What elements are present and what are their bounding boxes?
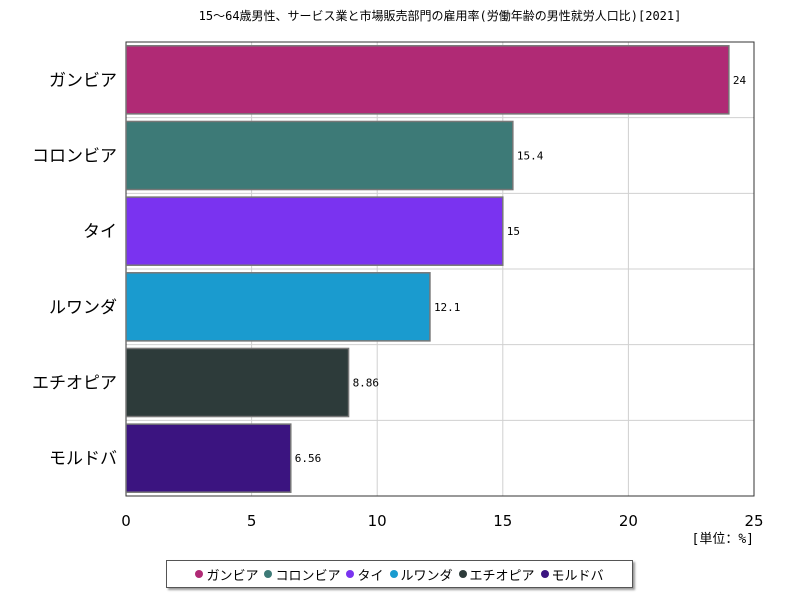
data-label: 15 xyxy=(507,225,520,238)
legend-swatch xyxy=(195,570,204,578)
bar xyxy=(125,423,292,493)
legend-label: ルワンダ xyxy=(400,568,453,584)
bars: 24 15.4 15 12.1 8.86 6.56 xyxy=(125,45,747,493)
bar xyxy=(125,196,504,266)
x-axis-ticks: 0 5 10 15 20 25 xyxy=(121,512,763,530)
legend-swatch xyxy=(389,570,398,578)
bar xyxy=(125,45,730,115)
category-label: エチオピア xyxy=(32,374,117,394)
data-label: 8.86 xyxy=(353,377,380,390)
legend-label: コロンビア xyxy=(275,568,341,584)
x-tick-label: 0 xyxy=(121,512,131,530)
x-tick-label: 25 xyxy=(744,512,763,530)
legend-label: タイ xyxy=(357,568,384,584)
legend-label: モルドバ xyxy=(551,568,604,584)
category-label: タイ xyxy=(83,222,117,242)
legend-item: コロンビア xyxy=(264,565,340,584)
data-label: 24 xyxy=(733,74,747,87)
chart-title: 15～64歳男性、サービス業と市場販売部門の雇用率(労働年齢の男性就労人口比)[… xyxy=(199,8,682,23)
legend-swatch xyxy=(458,570,467,578)
legend-item: ガンビア xyxy=(195,565,258,584)
data-label: 12.1 xyxy=(434,301,461,314)
legend-label: エチオピア xyxy=(469,568,535,584)
category-label: ガンビア xyxy=(49,71,117,91)
bar xyxy=(125,120,514,191)
x-tick-label: 10 xyxy=(368,512,387,530)
x-tick-label: 20 xyxy=(619,512,638,530)
category-label: ルワンダ xyxy=(49,298,117,318)
x-tick-label: 15 xyxy=(493,512,512,530)
legend-label: ガンビア xyxy=(206,568,259,584)
legend: ガンビア コロンビア タイ ルワンダ エチオピア モルドバ xyxy=(166,560,633,588)
x-tick-label: 5 xyxy=(247,512,257,530)
unit-label: [単位：%] xyxy=(692,531,754,547)
category-label: モルドバ xyxy=(49,449,117,469)
data-label: 6.56 xyxy=(295,452,322,465)
bar xyxy=(125,272,431,342)
legend-swatch xyxy=(540,570,549,578)
legend-item: エチオピア xyxy=(458,565,535,584)
plot-frame xyxy=(125,41,755,497)
bar xyxy=(125,347,350,418)
legend-item: タイ xyxy=(346,565,384,584)
legend-swatch xyxy=(346,570,355,578)
legend-item: ルワンダ xyxy=(389,565,453,584)
legend-item: モルドバ xyxy=(540,565,604,584)
category-label: コロンビア xyxy=(32,147,117,167)
legend-swatch xyxy=(264,570,273,578)
data-label: 15.4 xyxy=(517,150,544,163)
